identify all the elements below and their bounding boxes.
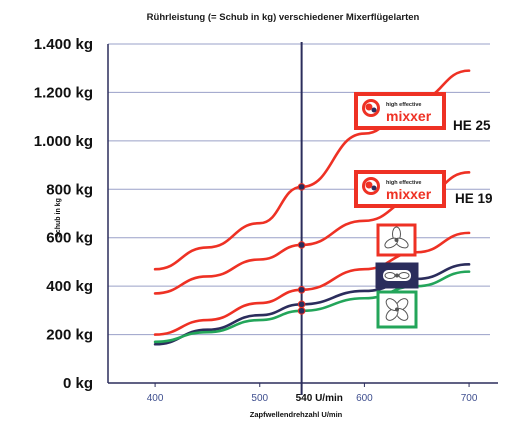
intersection-marker — [297, 300, 306, 309]
propeller-flat-icon — [383, 270, 411, 281]
x-axis-label: Zapfwellendrehzahl U/min — [250, 410, 343, 419]
y-tick-label: 400 kg — [46, 278, 93, 295]
markers-group — [297, 183, 306, 315]
reference-line-label: 540 U/min — [296, 393, 343, 404]
logo-wordmark: mixxer — [386, 186, 432, 202]
mixxer-logo-icon — [362, 177, 380, 195]
mixxer-logo-icon — [362, 99, 380, 117]
y-tick-label: 1.200 kg — [34, 84, 93, 101]
series-line-4 — [153, 270, 471, 344]
grid — [108, 43, 490, 336]
x-tick-label: 600 — [356, 393, 373, 404]
y-tick-label: 800 kg — [46, 181, 93, 198]
x-tick-label: 400 — [147, 393, 164, 404]
y-tick-label: 1.400 kg — [34, 36, 93, 53]
axes: 0 kg 200 kg 400 kg 600 kg 800 kg 1.000 kg 1.20… — [34, 36, 498, 404]
intersection-marker — [297, 307, 306, 315]
intersection-marker — [297, 285, 306, 294]
logo-wordmark: mixxer — [386, 108, 432, 124]
reference-line-group: 540 U/min — [296, 42, 343, 404]
intersection-marker — [297, 241, 306, 249]
logo-tagline: high effective — [386, 180, 421, 186]
y-tick-label: 200 kg — [46, 327, 93, 344]
propeller-4-blade-icon — [385, 298, 409, 321]
intersection-marker — [297, 183, 306, 191]
y-axis-label: Schub in kg — [55, 198, 62, 238]
y-tick-label: 1.000 kg — [34, 133, 93, 150]
legend-item — [376, 223, 417, 257]
y-tick-label: 0 kg — [63, 375, 93, 392]
propeller-3-blade-icon — [384, 226, 409, 249]
legend-item — [376, 290, 418, 329]
legend-item — [375, 262, 419, 289]
legend-label: HE 25 — [453, 118, 491, 133]
x-tick-label: 700 — [461, 393, 478, 404]
y-tick-label: 600 kg — [46, 230, 93, 247]
chart-title: Rührleistung (= Schub in kg) verschieden… — [147, 12, 420, 23]
x-tick-label: 500 — [251, 393, 268, 404]
logo-tagline: high effective — [386, 102, 421, 108]
legend-label: HE 19 — [455, 191, 493, 206]
